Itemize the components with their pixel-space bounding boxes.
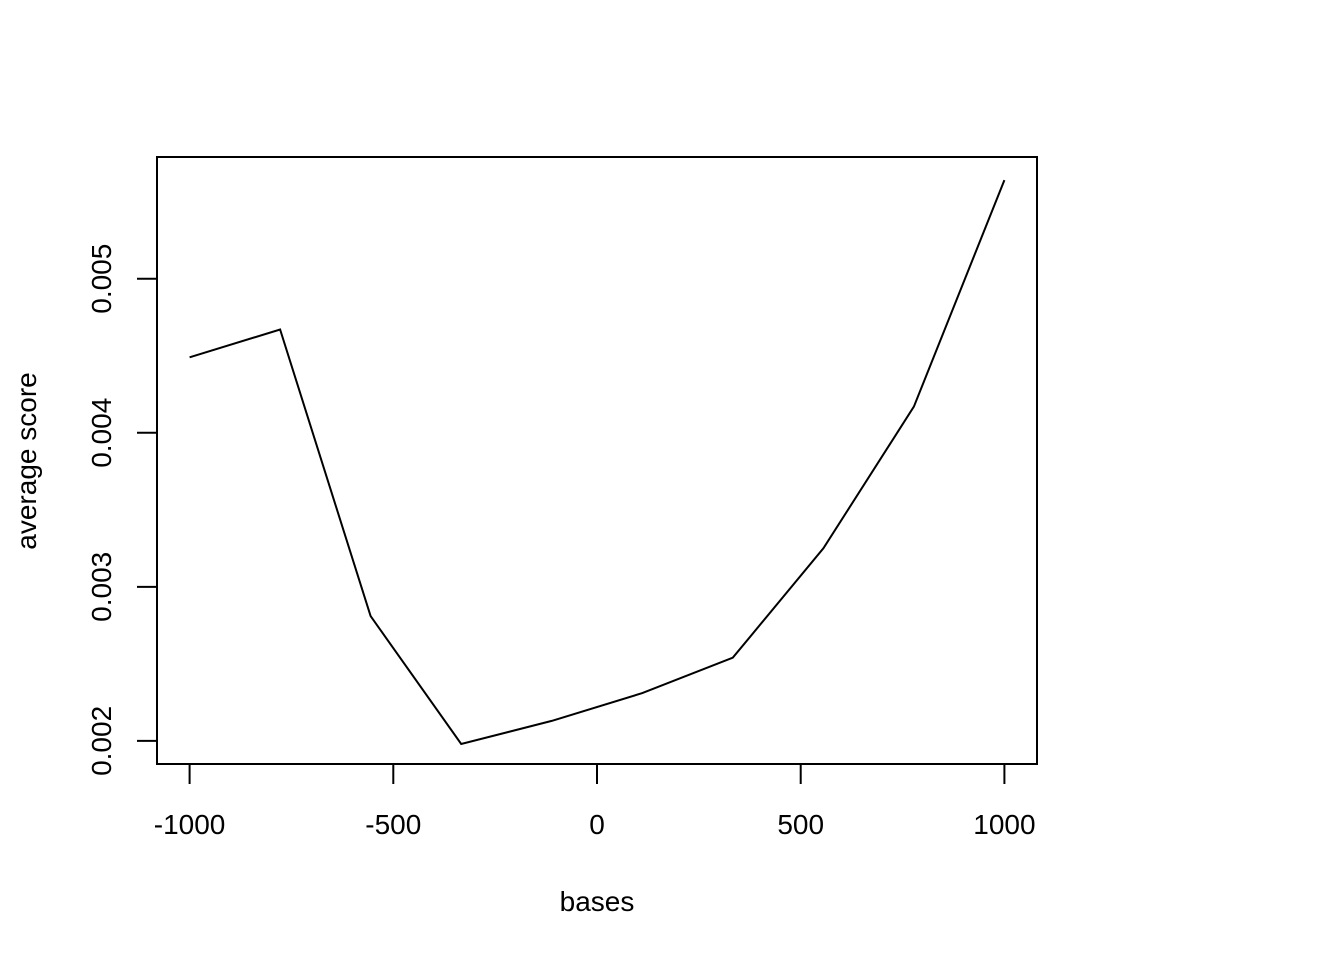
x-tick-label: -1000 (154, 809, 226, 840)
y-tick-label: 0.003 (86, 552, 117, 622)
x-tick-label: -500 (365, 809, 421, 840)
x-tick-label: 1000 (973, 809, 1035, 840)
x-tick-label: 500 (777, 809, 824, 840)
y-tick-label: 0.004 (86, 398, 117, 468)
plot-frame (156, 156, 1038, 765)
x-axis: -1000 -500 0 500 1000 (154, 763, 1036, 840)
y-axis-title: average score (11, 372, 42, 549)
series-line (189, 179, 1006, 746)
y-axis: 0.002 0.003 0.004 0.005 (86, 244, 158, 776)
y-tick-label: 0.005 (86, 244, 117, 314)
x-axis-title: bases (560, 886, 635, 917)
x-tick-label: 0 (589, 809, 605, 840)
y-tick-label: 0.002 (86, 706, 117, 776)
